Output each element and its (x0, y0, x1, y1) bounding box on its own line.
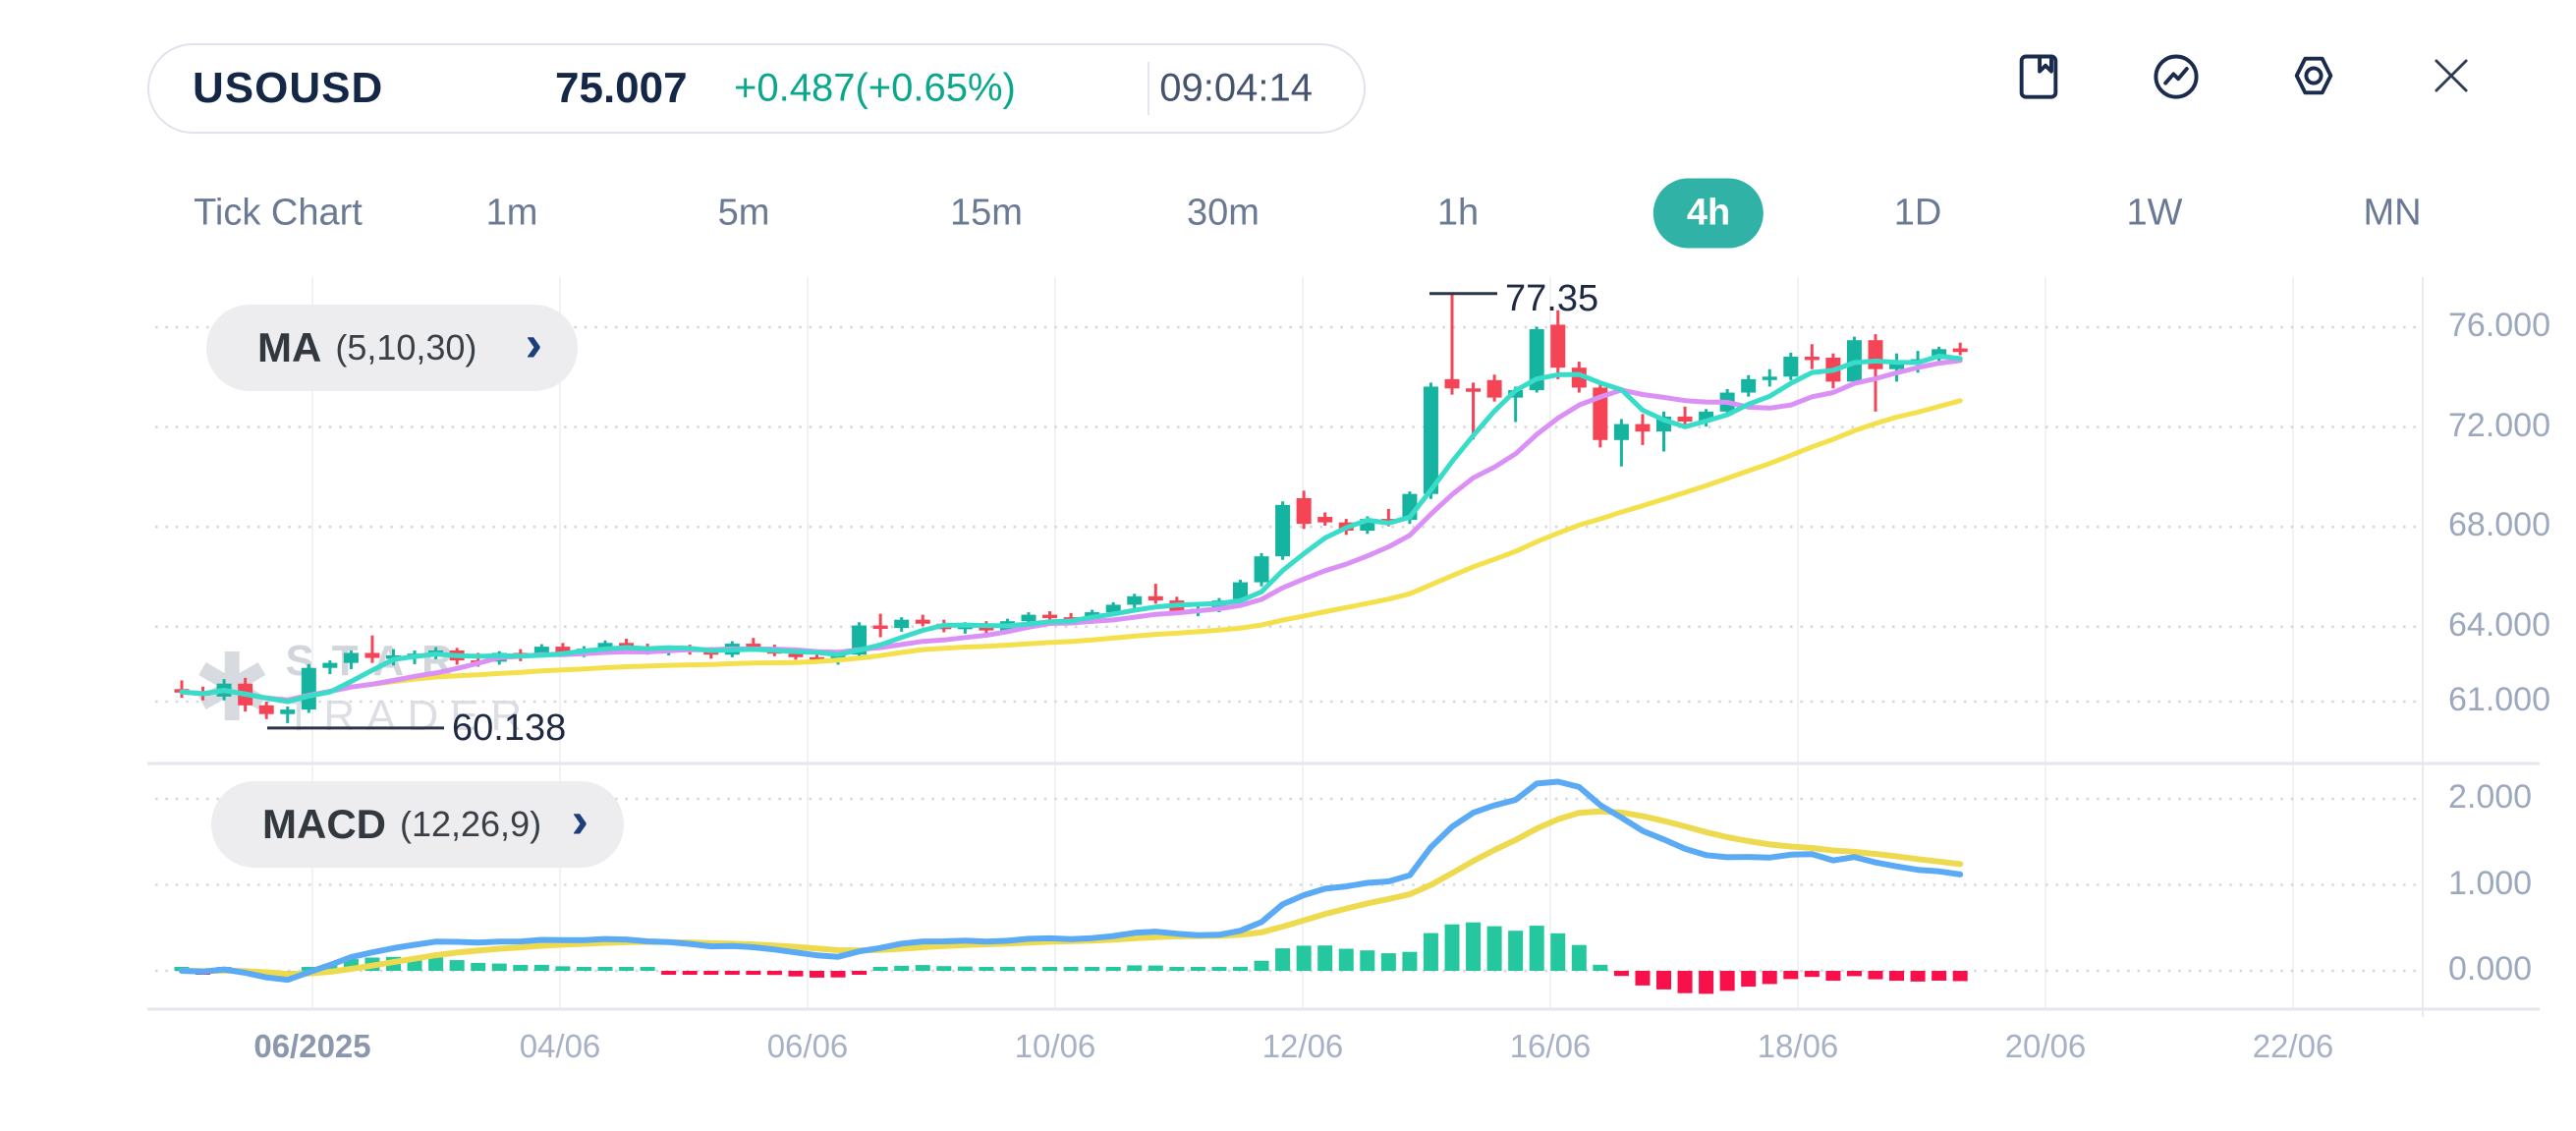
timeframe-15m[interactable]: 15m (950, 192, 1023, 234)
macd-indicator-button[interactable]: MACD (12,26,9) › (211, 781, 624, 868)
header-divider (1148, 62, 1149, 115)
timeframe-30m[interactable]: 30m (1187, 192, 1260, 234)
server-time: 09:04:14 (1159, 66, 1313, 110)
symbol-name: USOUSD (193, 64, 384, 112)
close-icon[interactable] (2425, 49, 2478, 102)
price-axis-tick: 76.000 (2448, 307, 2550, 344)
timeframe-1h[interactable]: 1h (1436, 192, 1480, 234)
date-axis-tick: 10/06 (1014, 1028, 1096, 1064)
ma-params: (5,10,30) (335, 327, 477, 368)
price-axis-tick: 61.000 (2448, 681, 2550, 718)
chevron-right-icon: › (525, 315, 542, 372)
date-axis-tick: 04/06 (519, 1028, 601, 1064)
current-price: 75.007 (555, 64, 688, 112)
price-axis-tick: 68.000 (2448, 506, 2550, 544)
date-axis-tick: 22/06 (2252, 1028, 2334, 1064)
macd-axis-tick: 0.000 (2448, 950, 2533, 988)
price-axis-tick: 72.000 (2448, 406, 2550, 444)
macd-params: (12,26,9) (399, 804, 542, 844)
timeframe-1w[interactable]: 1W (2126, 192, 2183, 234)
symbol-header[interactable]: USOUSD 75.007 +0.487(+0.65%) 09:04:14 (147, 43, 1366, 134)
high-price-label: 77.35 (1505, 278, 1599, 319)
chevron-right-icon: › (571, 792, 588, 849)
timeframe-tick-chart[interactable]: Tick Chart (194, 192, 363, 234)
timeframe-5m[interactable]: 5m (717, 192, 770, 234)
date-axis-tick: 06/2025 (253, 1028, 371, 1064)
timeframe-1d[interactable]: 1D (1893, 192, 1942, 234)
timeframe-1m[interactable]: 1m (485, 192, 538, 234)
date-axis-tick: 16/06 (1509, 1028, 1592, 1064)
price-axis-tick: 64.000 (2448, 605, 2550, 644)
price-change: +0.487(+0.65%) (734, 66, 1016, 110)
watermark-line2: TRADER (285, 692, 534, 740)
date-axis-tick: 06/06 (766, 1028, 849, 1064)
date-axis-tick: 20/06 (2004, 1028, 2087, 1064)
star-logo-icon: ✱ (193, 636, 272, 741)
ma-indicator-button[interactable]: MA (5,10,30) › (206, 305, 578, 391)
date-axis-tick: 12/06 (1261, 1028, 1344, 1064)
timeframe-4h[interactable]: 4h (1652, 178, 1764, 249)
settings-icon[interactable] (2287, 49, 2340, 102)
indicator-icon[interactable] (2150, 49, 2203, 102)
timeframe-mn[interactable]: MN (2363, 192, 2422, 234)
bookmark-icon[interactable] (2012, 49, 2065, 102)
header-actions (2012, 49, 2478, 102)
low-price-label: 60.138 (452, 707, 567, 749)
macd-axis-tick: 1.000 (2448, 864, 2533, 902)
ma-label: MA (257, 324, 322, 370)
macd-label: MACD (262, 801, 386, 847)
date-axis-tick: 18/06 (1757, 1028, 1839, 1064)
macd-axis-tick: 2.000 (2448, 778, 2533, 816)
